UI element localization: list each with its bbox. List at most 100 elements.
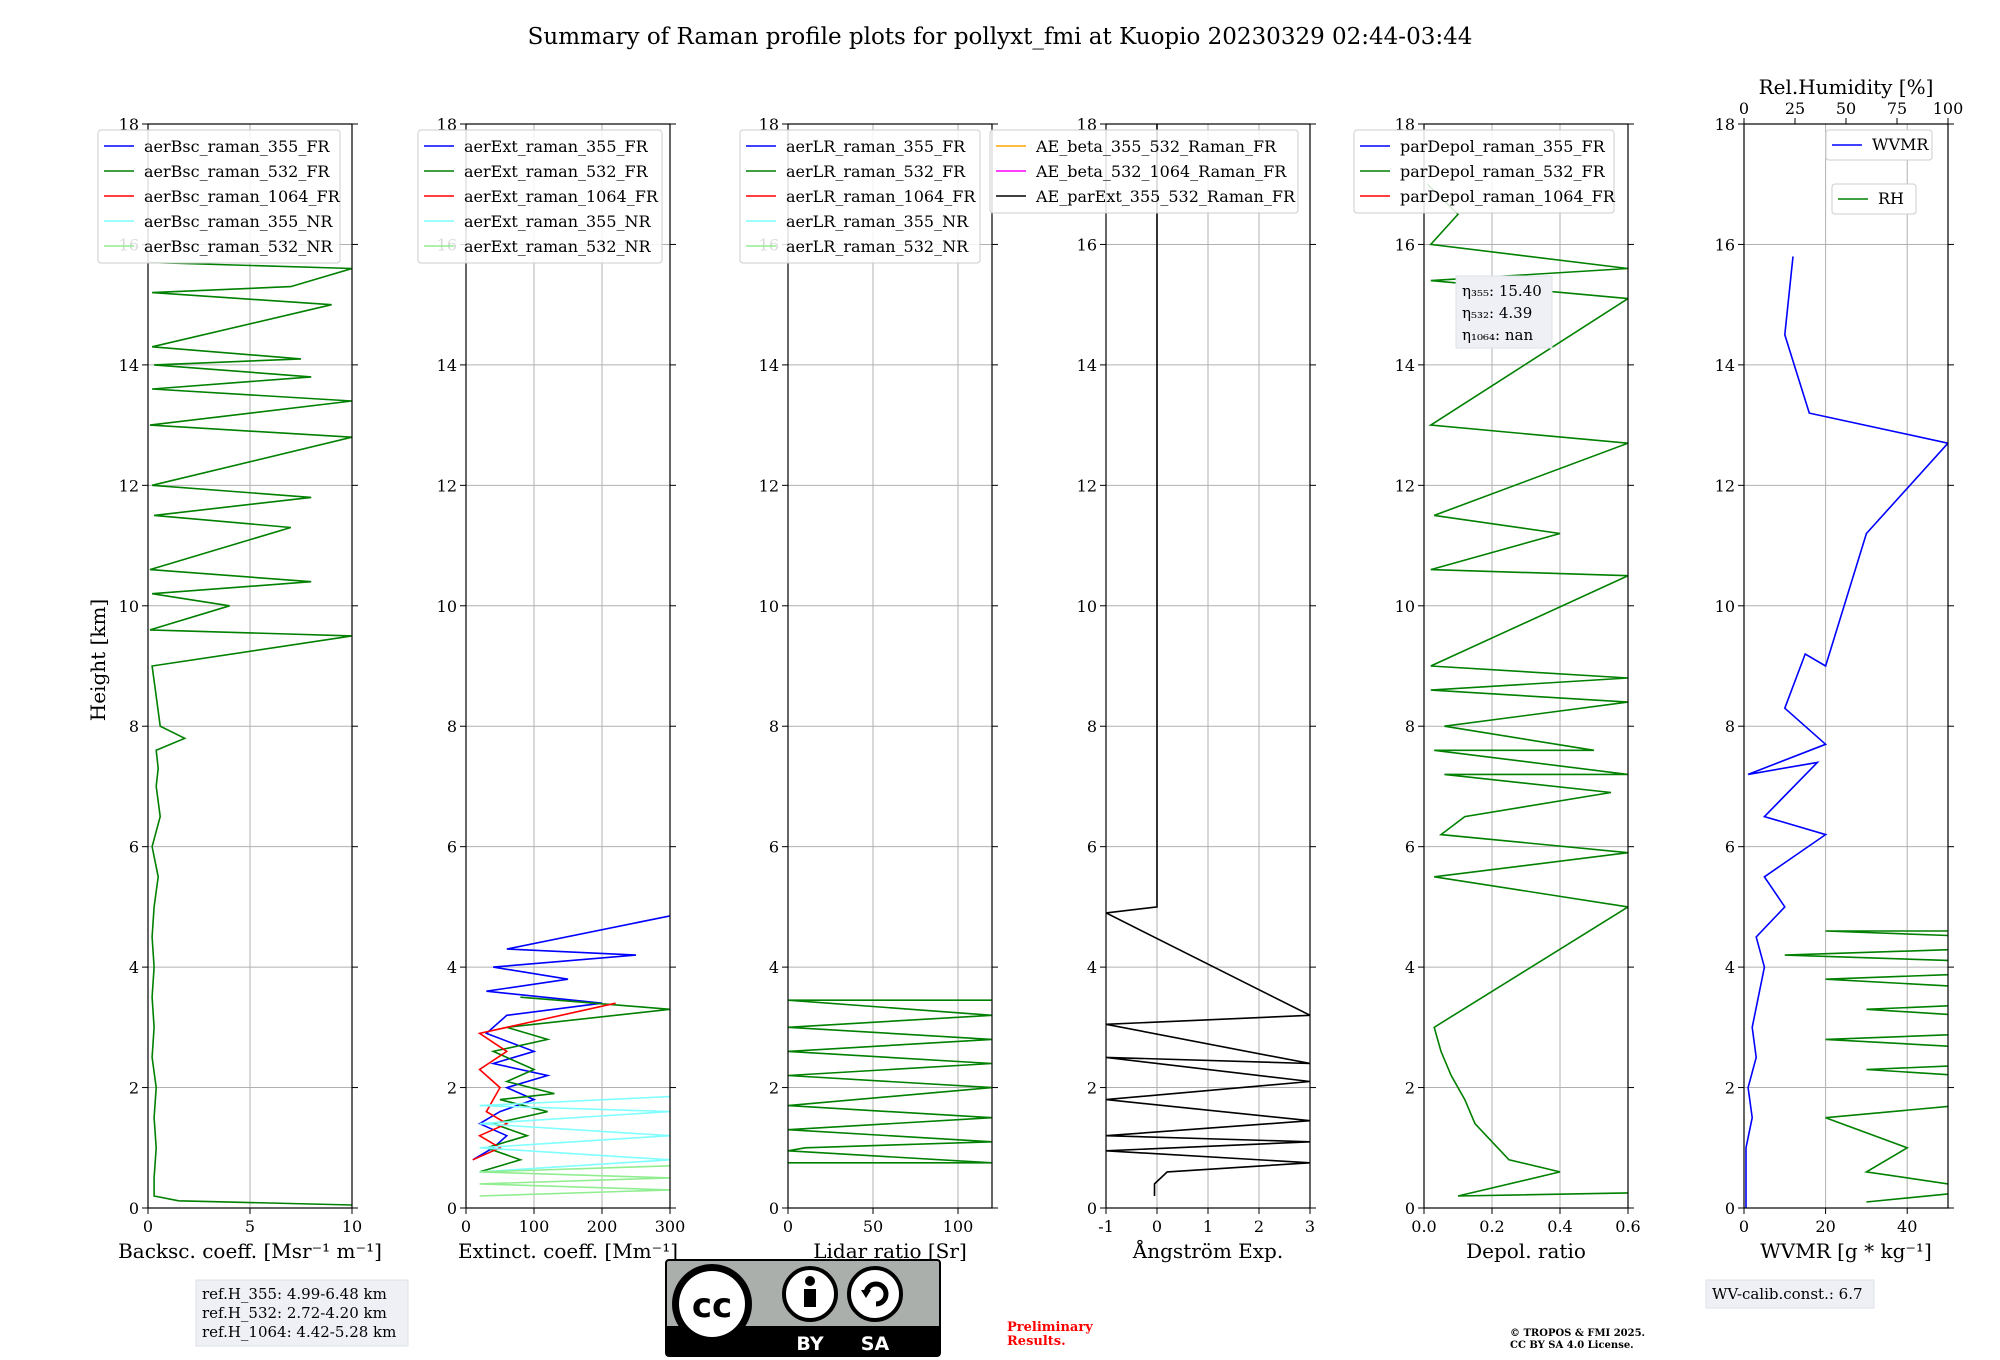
series-line-aerExt_raman_532_FR bbox=[479, 996, 670, 1173]
profile-panels: 0246810121416180510Backsc. coeff. [Msr⁻¹… bbox=[97, 75, 1964, 1263]
ref-height-532: ref.H_532: 2.72-4.20 km bbox=[202, 1304, 387, 1322]
x-tick-label: 0 bbox=[143, 1217, 153, 1236]
y-tick-label: 16 bbox=[1077, 235, 1097, 254]
y-tick-label: 14 bbox=[1395, 356, 1415, 375]
x-tick-label: 2 bbox=[1254, 1217, 1264, 1236]
x-axis-label: Extinct. coeff. [Mm⁻¹] bbox=[458, 1239, 678, 1263]
x-tick-label: 3 bbox=[1305, 1217, 1315, 1236]
y-tick-label: 0 bbox=[1087, 1199, 1097, 1218]
x-tick-label: 10 bbox=[342, 1217, 362, 1236]
y-tick-label: 18 bbox=[1395, 115, 1415, 134]
ref-height-1064: ref.H_1064: 4.42-5.28 km bbox=[202, 1323, 396, 1341]
depol-annotation-line: η₃₅₅: 15.40 bbox=[1462, 282, 1542, 300]
y-tick-label: 14 bbox=[1077, 356, 1097, 375]
x-tick-label: 1 bbox=[1203, 1217, 1213, 1236]
series-line-aerExt_raman_355_FR bbox=[472, 915, 670, 1161]
y-tick-label: 14 bbox=[759, 356, 779, 375]
series-line-aerLR_raman_532_FR bbox=[788, 999, 992, 1164]
series-line-aerExt_raman_1064_FR bbox=[472, 1002, 616, 1161]
x-tick-label: 0.0 bbox=[1411, 1217, 1436, 1236]
y-tick-label: 10 bbox=[119, 597, 139, 616]
legend-box bbox=[1353, 129, 1615, 214]
series-line-aerBsc_raman_532_FR bbox=[149, 261, 352, 1206]
plot-frame bbox=[1423, 123, 1629, 1209]
plot-frame bbox=[787, 123, 993, 1209]
legend-label: aerLR_raman_532_NR bbox=[786, 237, 969, 256]
y-tick-label: 4 bbox=[1087, 958, 1097, 977]
depol-annotation-box bbox=[1455, 275, 1553, 349]
x-tick-label: 5 bbox=[245, 1217, 255, 1236]
legend-label: aerLR_raman_1064_FR bbox=[786, 187, 976, 206]
y-tick-label: 0 bbox=[769, 1199, 779, 1218]
wv-calibration-constant: WV-calib.const.: 6.7 bbox=[1712, 1285, 1863, 1303]
x-tick-label: 0 bbox=[461, 1217, 471, 1236]
x-tick-label: 0.4 bbox=[1547, 1217, 1572, 1236]
y-tick-label: 12 bbox=[437, 476, 457, 495]
y-tick-label: 12 bbox=[1077, 476, 1097, 495]
share-alike-icon bbox=[847, 1266, 903, 1322]
legend-box bbox=[417, 129, 663, 264]
y-tick-label: 16 bbox=[1395, 235, 1415, 254]
x-axis-label: Ångström Exp. bbox=[1132, 1238, 1283, 1263]
plot-frame bbox=[1743, 123, 1949, 1209]
x-axis-label: WVMR [g * kg⁻¹] bbox=[1760, 1239, 1932, 1263]
y-axis-label: Height [km] bbox=[86, 599, 110, 721]
cc-by-sa-badge[interactable]: cc BY SA bbox=[665, 1259, 941, 1357]
figure-title: Summary of Raman profile plots for polly… bbox=[528, 24, 1473, 50]
y-tick-label: 2 bbox=[1405, 1079, 1415, 1098]
x-tick-label: 0.6 bbox=[1615, 1217, 1640, 1236]
y-tick-label: 18 bbox=[1715, 115, 1735, 134]
legend-label: AE_parExt_355_532_Raman_FR bbox=[1035, 187, 1296, 206]
y-tick-label: 2 bbox=[1087, 1079, 1097, 1098]
x-tick-label: 100 bbox=[943, 1217, 974, 1236]
legend-label: aerExt_raman_532_FR bbox=[464, 162, 649, 181]
y-tick-label: 12 bbox=[1395, 476, 1415, 495]
series-line-aerExt_raman_355_NR bbox=[479, 1095, 670, 1173]
y-tick-label: 18 bbox=[119, 115, 139, 134]
y-tick-label: 4 bbox=[1725, 958, 1735, 977]
legend-label: parDepol_raman_532_FR bbox=[1400, 162, 1606, 181]
x-tick-label: 50 bbox=[863, 1217, 883, 1236]
x-tick-label: 300 bbox=[655, 1217, 686, 1236]
y-tick-label: 0 bbox=[447, 1199, 457, 1218]
y-tick-label: 12 bbox=[1715, 476, 1735, 495]
y-tick-label: 14 bbox=[437, 356, 457, 375]
y-tick-label: 2 bbox=[447, 1079, 457, 1098]
panel-5: 0 2 4 6 8 10 12 14 16 18 0.0 0.2 0.4 0.6 Depol. ratio p… bbox=[1353, 115, 1641, 1263]
legend-label: aerExt_raman_355_NR bbox=[464, 212, 652, 231]
x-tick-label: 0 bbox=[783, 1217, 793, 1236]
x-axis-label: Depol. ratio bbox=[1466, 1239, 1586, 1263]
x-tick-label: 0 bbox=[1152, 1217, 1162, 1236]
sa-label: SA bbox=[861, 1333, 890, 1355]
copyright-line-1: © TROPOS & FMI 2025. bbox=[1510, 1328, 1645, 1339]
y-tick-label: 8 bbox=[1725, 717, 1735, 736]
x2-axis-label: Rel.Humidity [%] bbox=[1759, 75, 1934, 99]
x2-tick-label: 50 bbox=[1836, 99, 1856, 118]
reference-height-box: ref.H_355: 4.99-6.48 km ref.H_532: 2.72-… bbox=[195, 1279, 409, 1347]
legend-label: aerExt_raman_1064_FR bbox=[464, 187, 659, 206]
legend-label: parDepol_raman_1064_FR bbox=[1400, 187, 1616, 206]
series-line-aerExt_raman_532_NR bbox=[479, 1165, 670, 1197]
legend-box bbox=[739, 129, 981, 264]
y-tick-label: 4 bbox=[1405, 958, 1415, 977]
y-tick-label: 2 bbox=[769, 1079, 779, 1098]
legend-label: AE_beta_532_1064_Raman_FR bbox=[1035, 162, 1287, 181]
x2-tick-label: 0 bbox=[1739, 99, 1749, 118]
legend-label: aerBsc_raman_355_NR bbox=[144, 212, 333, 231]
legend-label: aerBsc_raman_532_FR bbox=[144, 162, 330, 181]
y-tick-label: 12 bbox=[759, 476, 779, 495]
depol-annotation-line: η₅₃₂: 4.39 bbox=[1462, 304, 1532, 322]
x-tick-label: 0.2 bbox=[1479, 1217, 1504, 1236]
x-axis-label: Backsc. coeff. [Msr⁻¹ m⁻¹] bbox=[118, 1239, 382, 1263]
y-tick-label: 0 bbox=[129, 1199, 139, 1218]
y-tick-label: 10 bbox=[1395, 597, 1415, 616]
y-tick-label: 10 bbox=[437, 597, 457, 616]
legend-label: aerLR_raman_355_NR bbox=[786, 212, 969, 231]
series-line-parDepol_raman_532_FR bbox=[1426, 183, 1628, 1197]
y-tick-label: 2 bbox=[1725, 1079, 1735, 1098]
legend-box bbox=[989, 129, 1299, 214]
legend-box bbox=[1831, 183, 1917, 215]
